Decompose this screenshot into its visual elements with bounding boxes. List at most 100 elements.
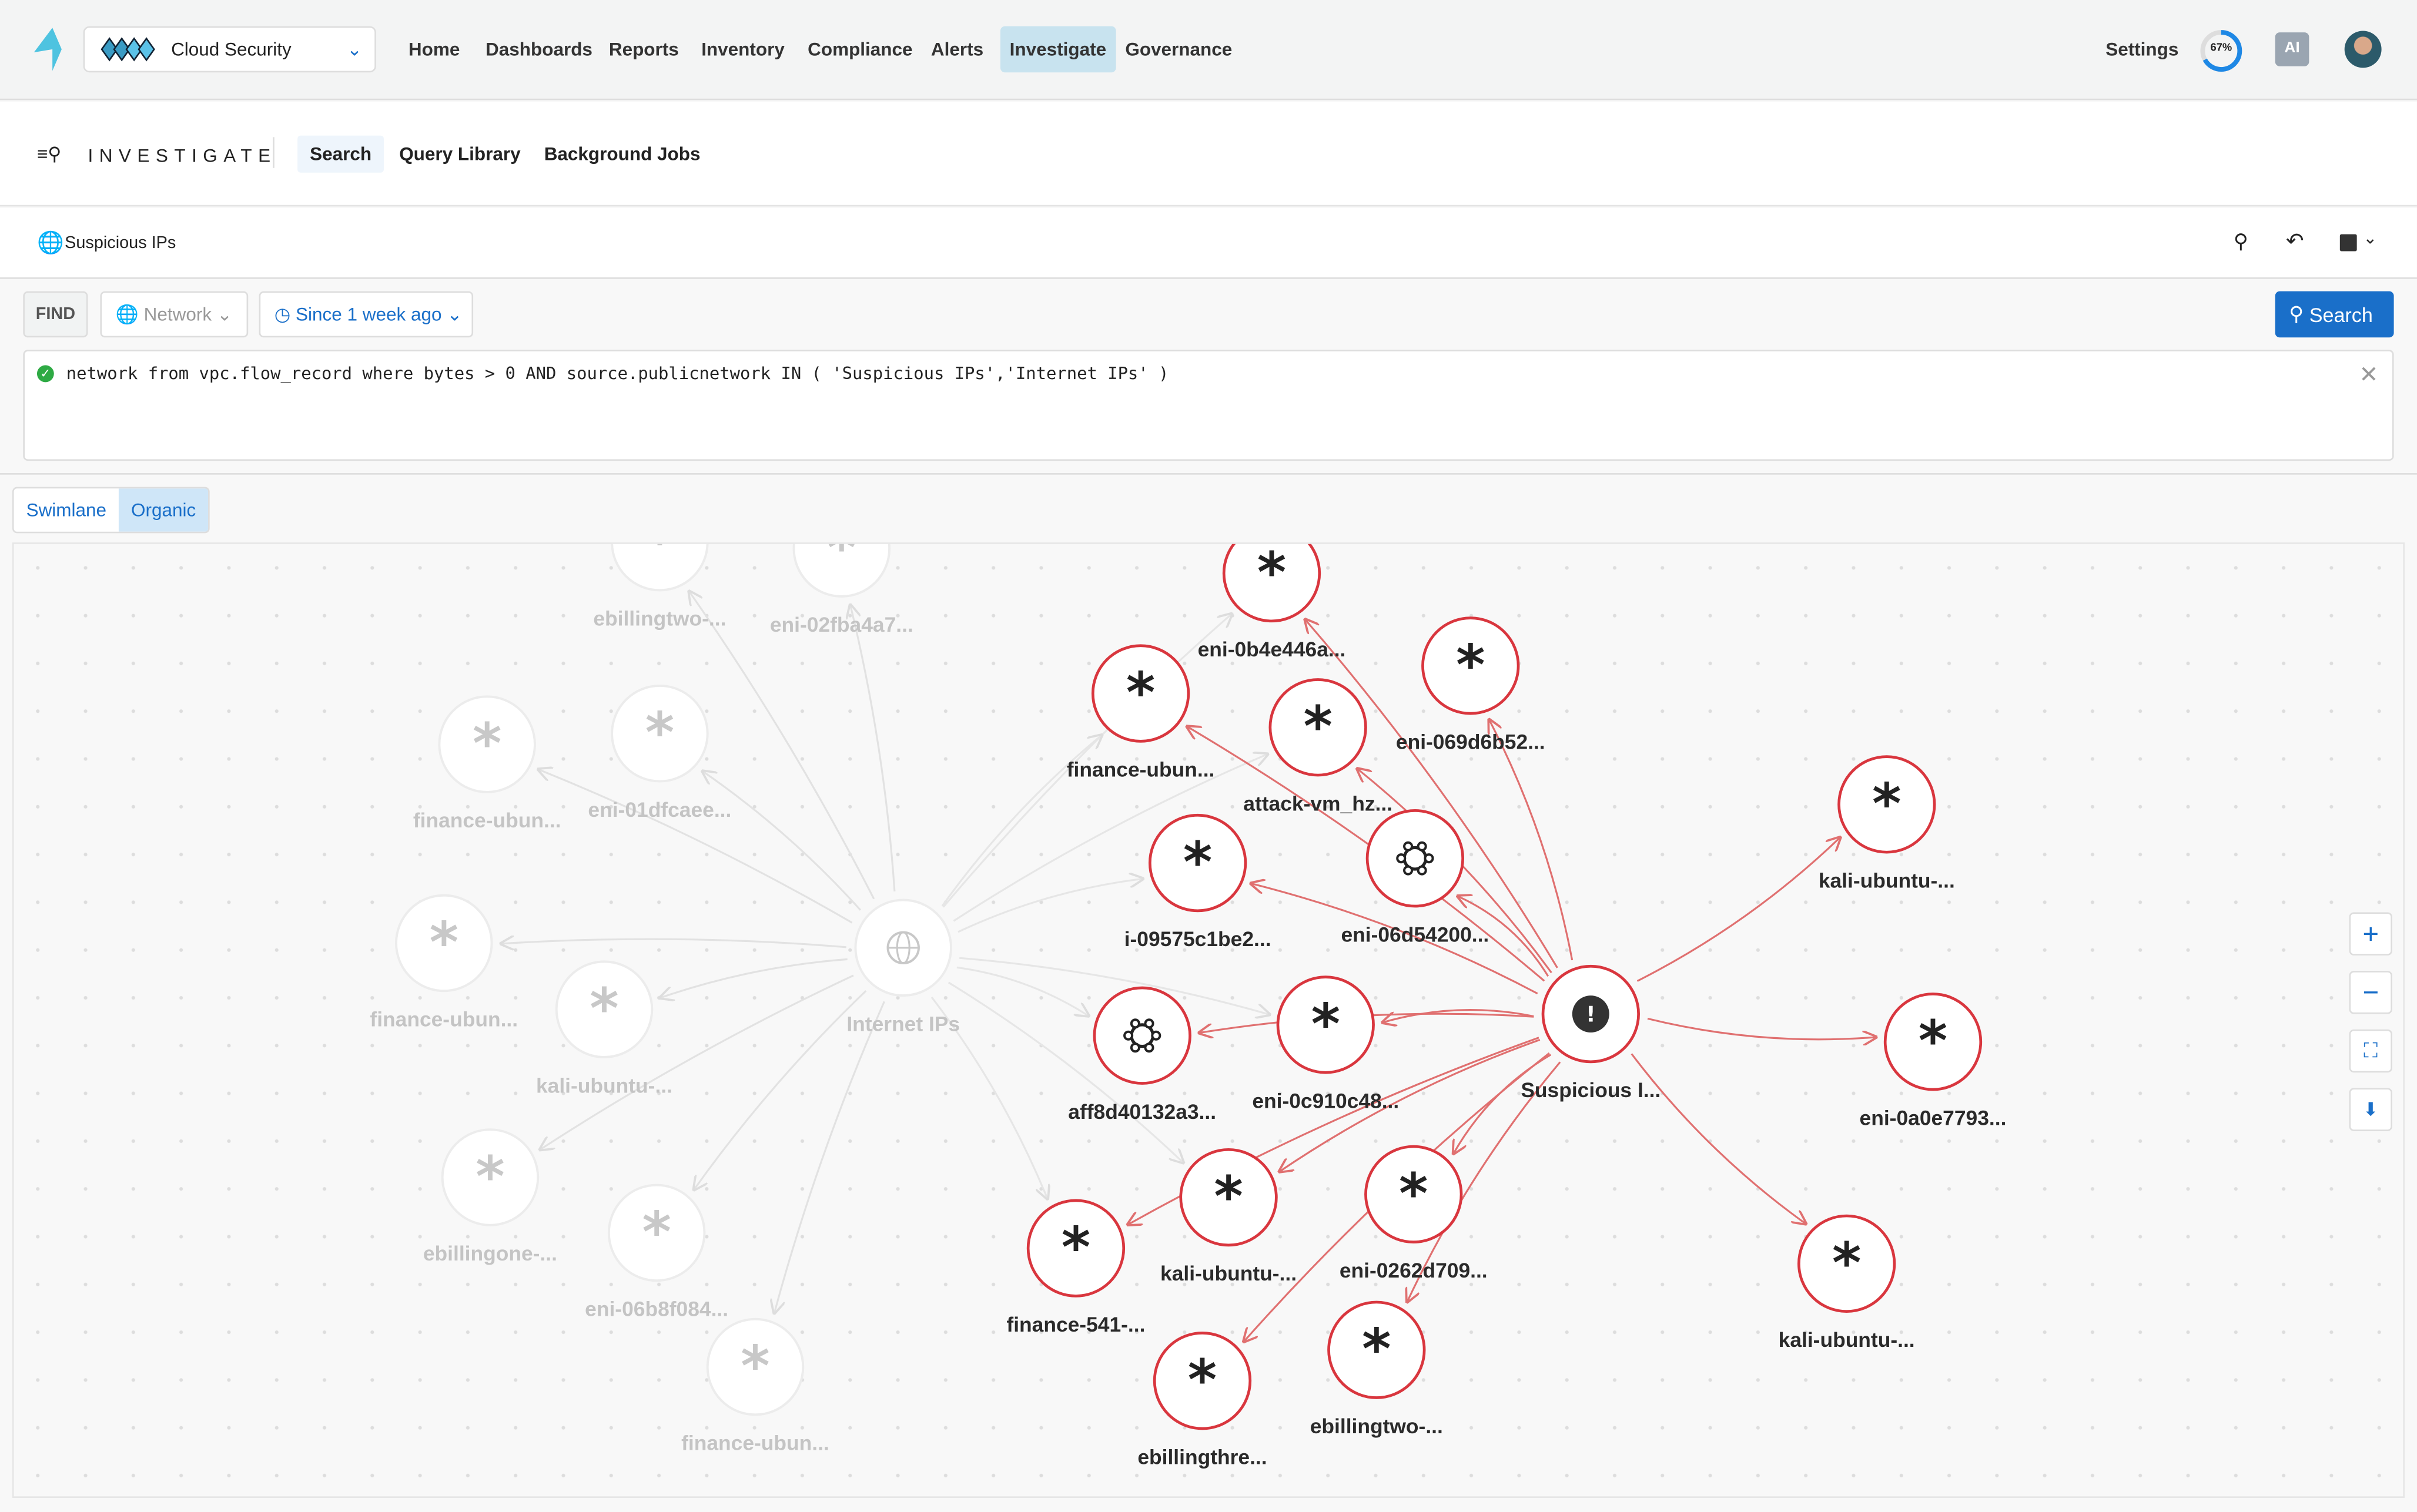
node-circle[interactable]	[611, 685, 709, 783]
faded-node[interactable]: * finance-ubun...	[681, 1317, 829, 1455]
progress-ring[interactable]: 67%	[2200, 29, 2242, 72]
search-button[interactable]: ⚲ Search	[2275, 291, 2394, 338]
graph-node[interactable]: * kali-ubuntu-...	[1819, 755, 1955, 893]
user-avatar[interactable]	[2344, 31, 2382, 68]
graph-node[interactable]: * eni-0c910c48...	[1252, 975, 1399, 1113]
nav-reports[interactable]: Reports	[608, 38, 679, 61]
faded-node[interactable]: * finance-ubun...	[413, 695, 561, 832]
node-label: finance-ubun...	[413, 809, 561, 832]
app-logo-icon[interactable]	[31, 28, 65, 71]
node-circle[interactable]	[1883, 993, 1983, 1091]
graph-node[interactable]: * finance-541-...	[1006, 1199, 1145, 1336]
saved-query-name[interactable]: Suspicious IPs	[65, 234, 176, 253]
download-icon[interactable]: ⬇	[2349, 1088, 2392, 1131]
faded-node[interactable]: * finance-ubun...	[370, 894, 518, 1031]
node-circle[interactable]	[438, 695, 536, 793]
nav-dashboards[interactable]: Dashboards	[486, 38, 592, 61]
tab-search[interactable]: Search	[297, 135, 384, 173]
faded-node[interactable]: * eni-01dfcaee...	[588, 685, 731, 822]
graph-node[interactable]: eni-06d54200...	[1341, 809, 1489, 946]
node-circle[interactable]	[555, 960, 654, 1058]
zoom-out-button[interactable]: −	[2349, 971, 2392, 1014]
node-circle[interactable]	[1093, 986, 1191, 1085]
graph-node[interactable]: * kali-ubuntu-...	[1779, 1214, 1915, 1352]
faded-node[interactable]: * eni-02fba4a7...	[770, 501, 913, 636]
node-circle[interactable]	[1026, 1199, 1126, 1298]
tab-background-jobs[interactable]: Background Jobs	[544, 143, 701, 165]
faded-node[interactable]: Internet IPs	[846, 899, 960, 1035]
ai-chip-icon[interactable]: AI	[2275, 32, 2309, 66]
node-circle[interactable]	[1365, 809, 1465, 908]
node-circle[interactable]	[1179, 1148, 1278, 1247]
asterisk-icon: *	[1188, 1348, 1217, 1413]
clear-icon[interactable]: ✕	[2359, 362, 2379, 388]
nav-alerts[interactable]: Alerts	[930, 38, 984, 61]
fit-screen-icon[interactable]: ⛶	[2349, 1029, 2392, 1073]
query-text[interactable]: network from vpc.flow_record where bytes…	[66, 363, 1169, 384]
asterisk-icon: *	[1126, 661, 1155, 726]
graph-node[interactable]: ! Suspicious I...	[1521, 964, 1661, 1102]
node-circle[interactable]	[1148, 813, 1247, 913]
node-circle[interactable]	[1268, 678, 1367, 777]
tab-query-library[interactable]: Query Library	[399, 143, 521, 165]
nav-governance[interactable]: Governance	[1125, 38, 1233, 61]
nav-inventory[interactable]: Inventory	[701, 38, 785, 61]
node-circle[interactable]	[1276, 975, 1375, 1074]
node-circle[interactable]	[1327, 1300, 1426, 1399]
faded-edge	[930, 996, 1047, 1199]
faded-node[interactable]: * kali-ubuntu-...	[536, 960, 672, 1097]
graph-node[interactable]: aff8d40132a3...	[1068, 986, 1216, 1124]
asterisk-icon: *	[1311, 992, 1340, 1057]
graph-node[interactable]: * ebillingthre...	[1137, 1332, 1267, 1469]
nav-investigate[interactable]: Investigate	[1000, 26, 1116, 73]
node-circle[interactable]	[441, 1128, 540, 1226]
product-switcher[interactable]: Cloud Security ⌄	[83, 26, 376, 73]
query-editor[interactable]: ✓ network from vpc.flow_record where byt…	[23, 350, 2394, 461]
node-circle[interactable]	[607, 1184, 706, 1282]
asterisk-icon: *	[1303, 695, 1332, 759]
node-circle[interactable]	[1364, 1145, 1463, 1244]
zoom-in-button[interactable]: +	[2349, 912, 2392, 956]
graph-node[interactable]: * ebillingtwo-...	[1310, 1300, 1443, 1438]
divider	[0, 473, 2417, 475]
tab-organic[interactable]: Organic	[119, 488, 209, 532]
node-circle[interactable]	[1153, 1332, 1252, 1430]
save-icon[interactable]	[2339, 234, 2357, 252]
nav-compliance[interactable]: Compliance	[808, 38, 913, 61]
node-circle[interactable]	[1797, 1214, 1896, 1313]
node-label: eni-0a0e7793...	[1860, 1106, 2007, 1129]
node-circle[interactable]	[1222, 525, 1321, 623]
settings-link[interactable]: Settings	[2105, 38, 2179, 61]
faded-node[interactable]: * ebillingtwo-...	[593, 495, 726, 631]
faded-edge	[501, 939, 846, 947]
node-circle[interactable]	[1837, 755, 1936, 854]
faded-node[interactable]: * eni-06b8f084...	[585, 1184, 728, 1321]
faded-edge	[702, 771, 862, 911]
time-range-dropdown[interactable]: ◷ Since 1 week ago ⌄	[259, 291, 474, 338]
faded-node[interactable]: * ebillingone-...	[423, 1128, 557, 1265]
chevron-down-icon[interactable]: ⌄	[2363, 229, 2378, 249]
graph-node[interactable]: * i-09575c1be2...	[1124, 813, 1271, 951]
node-circle[interactable]	[1421, 616, 1520, 715]
graph-node[interactable]: * eni-069d6b52...	[1396, 616, 1545, 754]
node-circle[interactable]	[1091, 644, 1190, 743]
node-circle[interactable]	[792, 501, 891, 598]
graph-node[interactable]: * eni-0b4e446a...	[1198, 525, 1346, 661]
graph-node[interactable]: * eni-0262d709...	[1340, 1145, 1488, 1282]
graph-node[interactable]: * attack-vm_hz...	[1243, 678, 1392, 815]
node-circle[interactable]	[394, 894, 493, 993]
nav-home[interactable]: Home	[408, 38, 460, 61]
node-label: i-09575c1be2...	[1124, 927, 1271, 951]
node-circle[interactable]	[706, 1317, 805, 1416]
search-icon[interactable]: ⚲	[2233, 229, 2248, 253]
node-circle[interactable]	[611, 495, 709, 592]
graph-node[interactable]: * finance-ubun...	[1067, 644, 1215, 782]
graph-node[interactable]: * kali-ubuntu-...	[1160, 1148, 1297, 1285]
type-dropdown[interactable]: 🌐 Network ⌄	[100, 291, 249, 338]
tab-swimlane[interactable]: Swimlane	[14, 488, 119, 532]
graph-node[interactable]: * eni-0a0e7793...	[1860, 993, 2007, 1129]
undo-icon[interactable]: ↶	[2286, 228, 2304, 253]
faded-edge	[956, 966, 1089, 1015]
flow-edge	[1305, 619, 1558, 968]
